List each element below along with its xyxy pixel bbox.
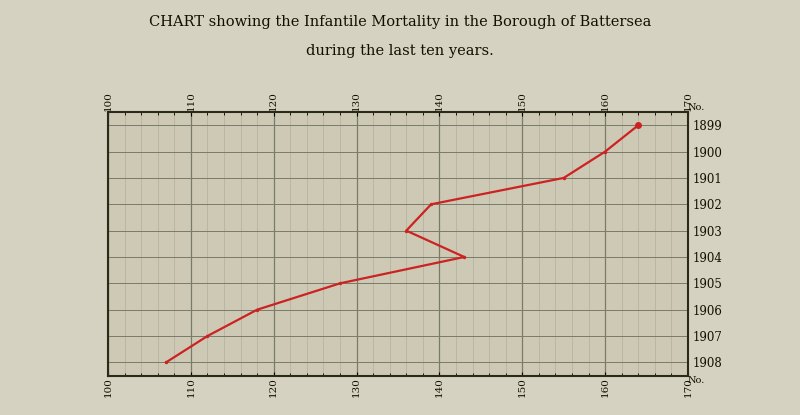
Text: CHART showing the Infantile Mortality in the Borough of Battersea: CHART showing the Infantile Mortality in… — [149, 15, 651, 29]
Text: No.: No. — [688, 376, 706, 385]
Text: No.: No. — [688, 103, 706, 112]
Text: during the last ten years.: during the last ten years. — [306, 44, 494, 58]
